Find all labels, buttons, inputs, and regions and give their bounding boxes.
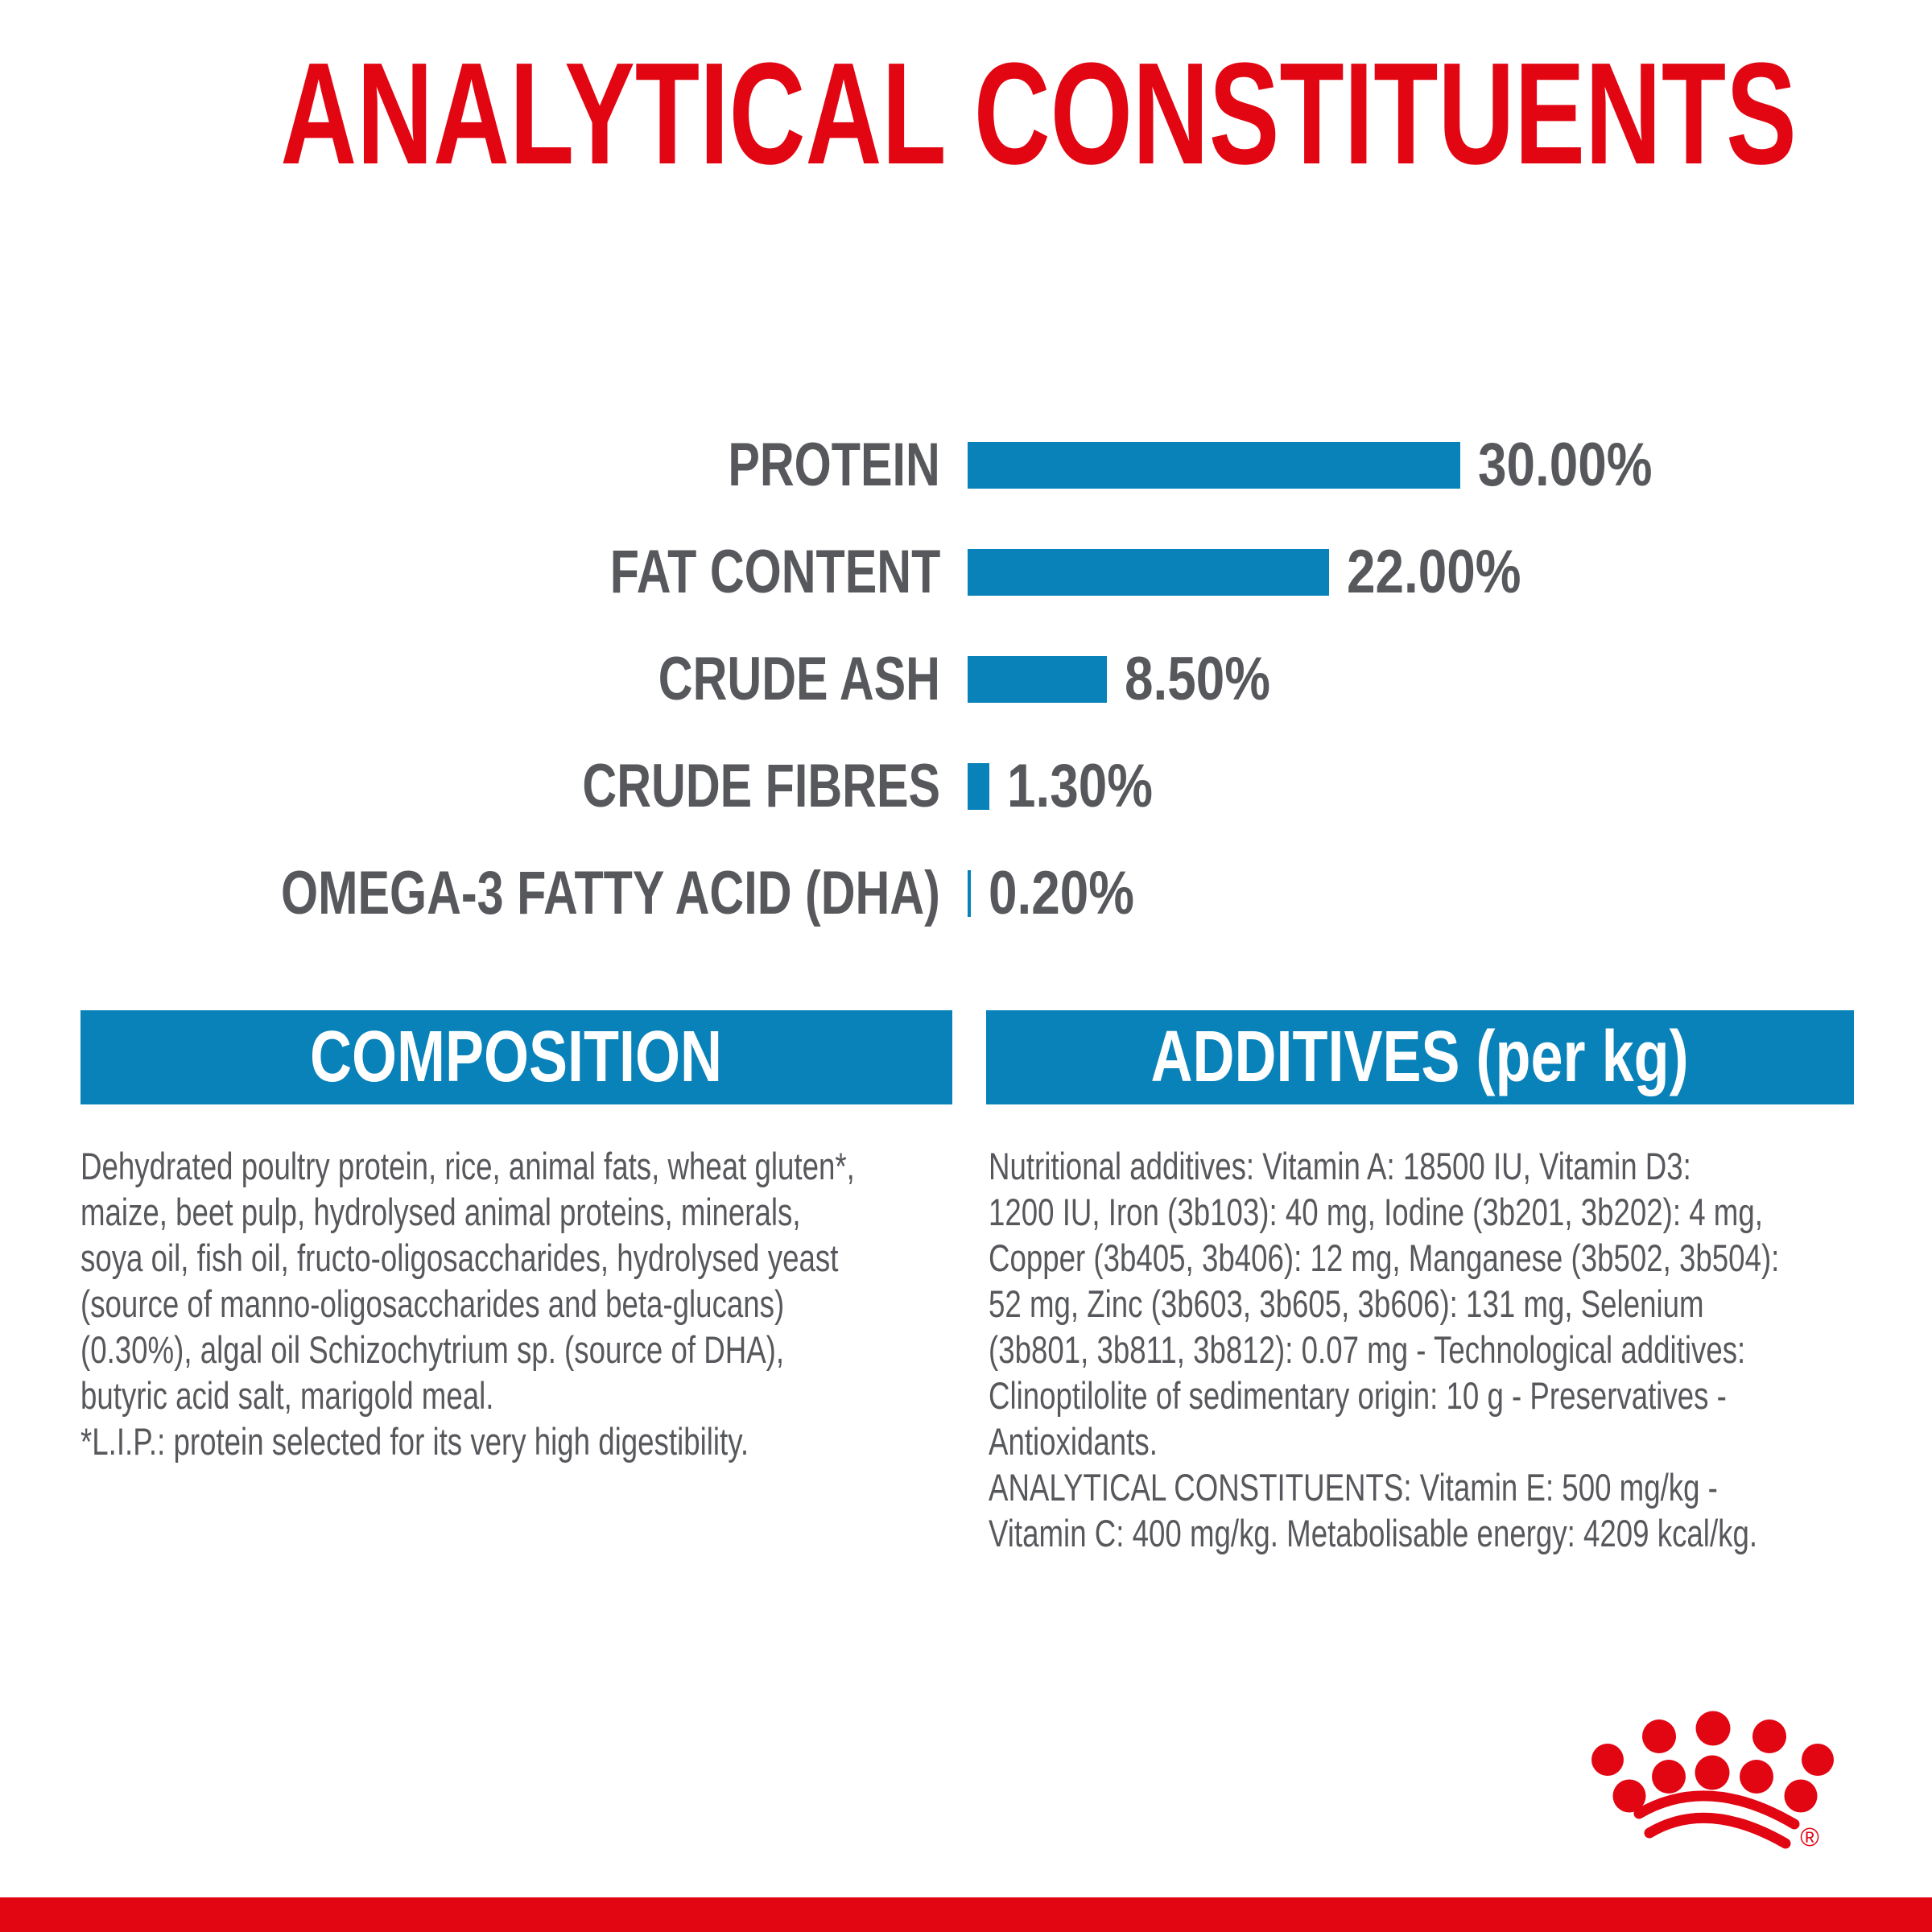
chart-bar [968,549,1329,596]
chart-label: CRUDE FIBRES [582,752,940,820]
composition-text: Dehydrated poultry protein, rice, animal… [80,1145,855,1463]
page-title: ANALYTICAL CONSTITUENTS [0,42,1932,187]
chart-row-protein: PROTEIN 30.00% [0,431,1932,499]
chart-bar [968,442,1460,489]
chart-value: 0.20% [989,859,1135,927]
chart-label: OMEGA-3 FATTY ACID (DHA) [281,859,940,927]
chart-label: FAT CONTENT [609,538,940,606]
bottom-red-bar [0,1897,1932,1932]
registered-mark: ® [1800,1823,1819,1852]
chart-row-omega3-dha: OMEGA-3 FATTY ACID (DHA) 0.20% [0,859,1932,927]
chart-value: 1.30% [1007,752,1154,820]
composition-header: COMPOSITION [80,1010,952,1104]
chart-bar [968,763,989,810]
additives-text: Nutritional additives: Vitamin A: 18500 … [989,1145,1780,1554]
chart-value: 22.00% [1347,538,1521,606]
chart-row-fat-content: FAT CONTENT 22.00% [0,538,1932,606]
chart-row-crude-ash: CRUDE ASH 8.50% [0,645,1932,713]
chart-bar [968,870,971,917]
chart-value: 8.50% [1125,645,1271,713]
chart-label: CRUDE ASH [658,645,940,713]
chart-label: PROTEIN [728,431,940,499]
chart-row-crude-fibres: CRUDE FIBRES 1.30% [0,752,1932,820]
additives-header: ADDITIVES (per kg) [986,1010,1854,1104]
chart-value: 30.00% [1478,431,1653,499]
analytical-constituents-chart: PROTEIN 30.00% FAT CONTENT 22.00% CRUDE … [0,431,1932,977]
chart-bar [968,656,1107,703]
page-title-text: ANALYTICAL CONSTITUENTS [280,33,1797,195]
royal-canin-crown-icon: ® [1591,1711,1834,1852]
